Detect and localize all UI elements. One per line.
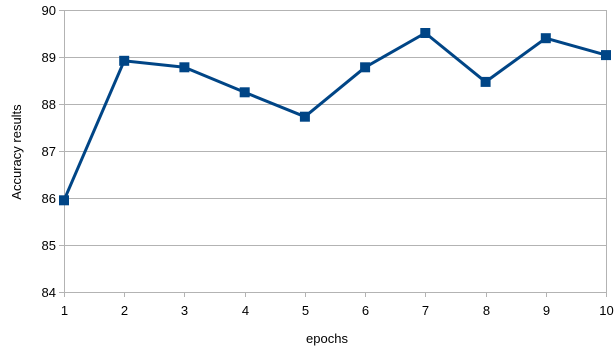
x-tick-label: 6 xyxy=(362,303,369,318)
data-point-marker xyxy=(239,87,250,98)
x-tick-label: 2 xyxy=(121,303,128,318)
y-tick-label: 87 xyxy=(42,144,56,159)
y-tick-label: 90 xyxy=(42,3,56,18)
x-tick-label: 5 xyxy=(302,303,309,318)
x-tick-label: 4 xyxy=(242,303,249,318)
data-point-marker xyxy=(540,33,551,44)
x-tick-label: 9 xyxy=(543,303,550,318)
x-tick-label: 8 xyxy=(483,303,490,318)
data-point-marker xyxy=(179,62,190,73)
x-axis-title: epochs xyxy=(306,331,348,346)
x-tick-label: 7 xyxy=(422,303,429,318)
data-series xyxy=(59,28,611,206)
data-point-marker xyxy=(299,111,310,122)
data-point-marker xyxy=(601,50,611,61)
y-tick-label: 84 xyxy=(42,285,56,300)
x-tick-label: 10 xyxy=(599,303,613,318)
gridlines xyxy=(59,10,606,293)
data-point-marker xyxy=(420,28,431,38)
x-tick-label: 3 xyxy=(181,303,188,318)
data-point-marker xyxy=(360,62,371,73)
y-tick-label: 85 xyxy=(42,238,56,253)
x-axis-tick-labels: 1 2 3 4 5 6 7 8 9 10 xyxy=(61,303,614,318)
data-point-marker xyxy=(480,76,491,87)
data-point-marker xyxy=(59,195,69,206)
y-tick-label: 88 xyxy=(42,97,56,112)
y-axis-tick-labels: 84 85 86 87 88 89 90 xyxy=(42,3,56,300)
y-tick-label: 89 xyxy=(42,50,56,65)
y-axis-title: Accuracy results xyxy=(9,104,24,200)
data-point-marker xyxy=(119,55,130,66)
x-tick-label: 1 xyxy=(61,303,68,318)
y-tick-label: 86 xyxy=(42,191,56,206)
series-line xyxy=(62,31,608,202)
